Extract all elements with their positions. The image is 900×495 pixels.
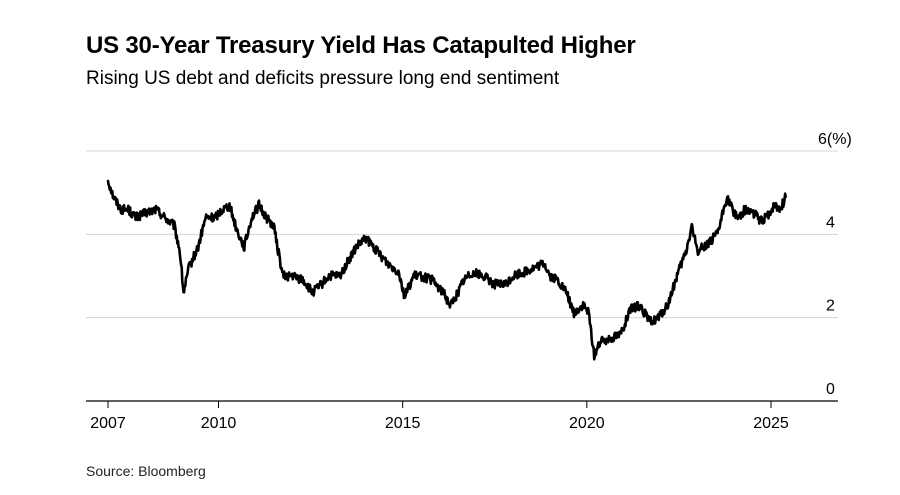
source-note: Source: Bloomberg [86,463,206,479]
y-tick-label: 2 [826,298,835,315]
x-tick-label: 2025 [753,415,789,432]
x-tick-label: 2007 [90,415,126,432]
x-tick-label: 2010 [201,415,237,432]
series-layer [106,179,787,361]
y-tick-label: 0 [826,381,835,398]
x-tick-labels: 2007 2010 2015 2020 2025 [90,415,789,432]
y-tick-labels: 0 2 4 6(%) [818,131,852,398]
chart-title: US 30-Year Treasury Yield Has Catapulted… [86,32,636,59]
x-axis [86,400,838,408]
x-tick-label: 2020 [569,415,605,432]
chart-subtitle: Rising US debt and deficits pressure lon… [86,68,560,89]
x-tick-label: 2015 [385,415,421,432]
gridlines [86,150,838,319]
series-line [106,179,787,361]
y-tick-label: 4 [826,214,835,231]
y-tick-label: 6(%) [818,131,852,148]
